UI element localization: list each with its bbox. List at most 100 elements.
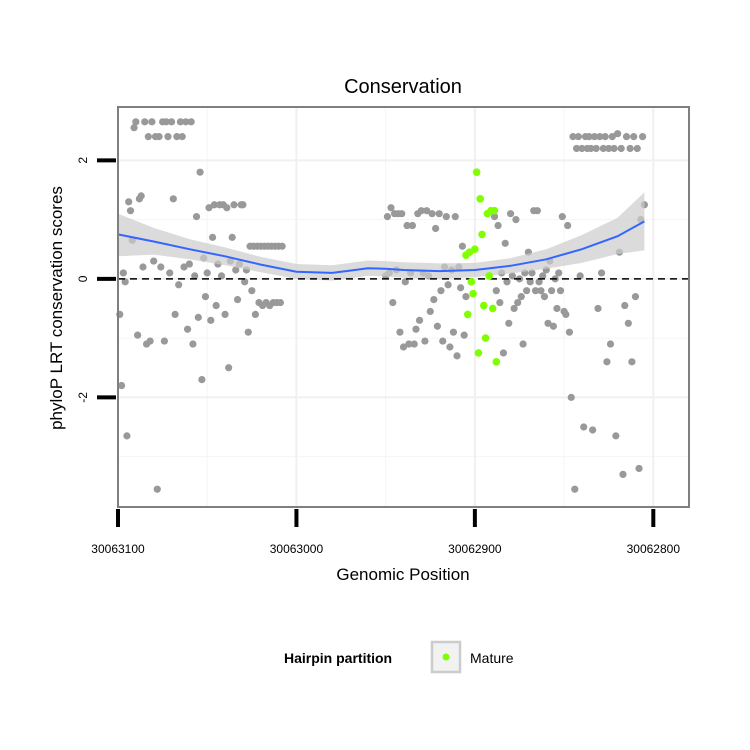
data-point-other [589, 426, 597, 434]
data-point-other [622, 133, 631, 141]
data-point-other [506, 210, 515, 218]
data-point-other [162, 118, 170, 126]
data-point-other [160, 337, 168, 345]
data-point-other [519, 340, 527, 348]
data-point-other [412, 325, 420, 333]
data-point-other [244, 328, 252, 336]
data-point-other [526, 278, 534, 286]
data-point-other [410, 340, 418, 348]
data-point-other [175, 281, 183, 289]
data-point-other [232, 266, 240, 274]
data-point-other [194, 313, 202, 321]
data-point-other [496, 298, 504, 307]
data-point-other [614, 130, 622, 138]
data-point-mature [474, 349, 483, 357]
data-point-other [587, 144, 595, 153]
data-point-other [490, 213, 499, 221]
data-point-other [383, 213, 392, 221]
data-point-other [585, 133, 593, 141]
data-point-other [605, 144, 613, 153]
data-point-other [572, 144, 581, 153]
data-point-other [544, 319, 552, 327]
data-point-other [182, 118, 190, 126]
data-point-other [192, 213, 201, 221]
data-point-other [144, 133, 152, 141]
data-point-other [167, 118, 176, 126]
data-point-other [508, 272, 516, 280]
data-point-mature [490, 206, 499, 215]
data-point-other [621, 301, 629, 310]
data-point-other [117, 381, 126, 390]
data-point-other [207, 316, 215, 324]
data-point-other [610, 144, 618, 153]
data-point-other [599, 144, 607, 153]
data-point-other [417, 207, 425, 215]
data-point-other [578, 144, 586, 153]
x-axis-title: Genomic Position [336, 565, 469, 584]
data-point-mature [478, 230, 486, 239]
x-tick-label: 30062900 [448, 542, 502, 556]
data-point-other [540, 293, 549, 301]
data-point-other [558, 213, 566, 221]
data-point-mature [471, 245, 479, 254]
data-point-other [398, 210, 406, 218]
data-point-other [150, 257, 158, 265]
data-point-other [251, 310, 259, 319]
data-point-other [187, 118, 195, 126]
data-point-other [196, 168, 204, 176]
data-point-other [137, 192, 145, 200]
data-point-other [567, 393, 575, 401]
legend-key-box [430, 640, 462, 674]
data-point-other [426, 307, 434, 316]
data-point-other [442, 213, 450, 221]
data-point-other [639, 133, 647, 141]
data-point-other [576, 272, 584, 280]
data-point-other [132, 118, 140, 126]
legend-label-mature: Mature [470, 650, 514, 666]
data-point-other [597, 269, 606, 277]
data-point-other [403, 221, 411, 230]
data-point-other [278, 242, 286, 250]
data-point-other [633, 144, 641, 153]
data-point-other [428, 210, 436, 218]
data-point-other [457, 284, 465, 292]
data-point-other [408, 221, 417, 230]
data-point-other [230, 201, 238, 209]
x-tick-label: 30063100 [91, 542, 145, 556]
x-tick-label: 30062800 [627, 542, 681, 556]
data-point-other [439, 337, 447, 345]
chart-title: Conservation [344, 76, 462, 98]
data-point-other [217, 272, 226, 280]
panel-border [117, 106, 690, 508]
data-point-other [401, 278, 409, 286]
data-point-other [549, 322, 557, 330]
data-point-mature [472, 168, 481, 176]
data-point-mature [476, 195, 485, 203]
data-point-other [201, 293, 210, 301]
data-point-other [444, 281, 452, 289]
data-point-other [626, 144, 634, 153]
data-point-other [228, 233, 236, 241]
data-point-other [451, 213, 459, 221]
data-point-other [606, 340, 615, 348]
y-tick-label: 2 [76, 157, 90, 164]
data-point-other [164, 133, 172, 141]
data-point-other [494, 221, 502, 230]
data-point-other [458, 242, 466, 250]
data-point-other [166, 269, 174, 277]
data-point-other [505, 319, 513, 327]
data-point-other [624, 319, 632, 327]
y-axis-title: phyloP LRT conservation scores [47, 186, 66, 430]
data-point-other [501, 239, 509, 247]
legend: Hairpin partition Mature [284, 640, 514, 674]
data-point-other [446, 343, 454, 351]
data-point-other [139, 263, 147, 271]
data-point-other [619, 470, 627, 479]
data-point-other [603, 358, 611, 366]
data-point-other [635, 464, 643, 473]
data-point-other [503, 278, 511, 286]
data-point-other [189, 340, 197, 348]
data-point-other [612, 432, 620, 440]
y-tick-label: 0 [76, 275, 90, 282]
legend-title: Hairpin partition [284, 650, 392, 666]
